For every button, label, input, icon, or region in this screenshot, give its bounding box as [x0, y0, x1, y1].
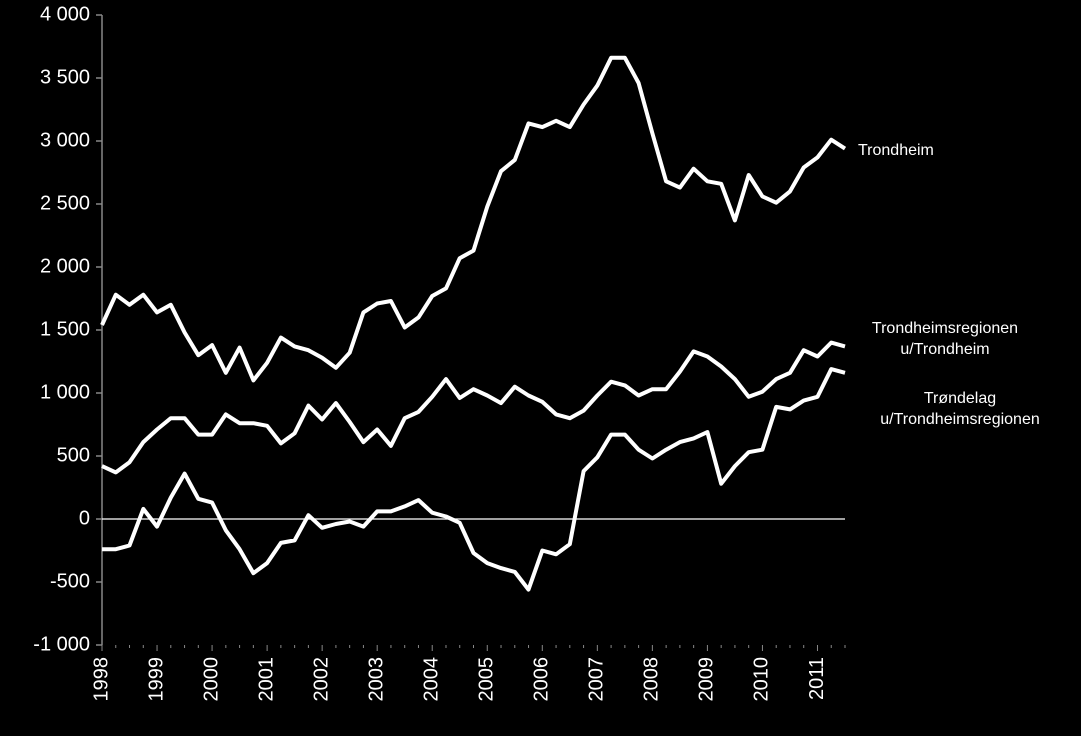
series-line	[102, 367, 846, 592]
x-tick-label: 1999	[145, 657, 167, 702]
series-line	[100, 55, 847, 383]
x-tick-label: 2004	[421, 657, 443, 702]
x-tick-label: 2000	[200, 657, 222, 702]
x-tick-label: 2002	[310, 657, 332, 702]
x-tick-label: 2011	[806, 657, 828, 700]
series-label: Trøndelag u/Trondheimsregionen	[880, 390, 1040, 428]
y-tick-label: 1 500	[40, 318, 90, 340]
y-tick-label: 3 500	[40, 66, 90, 88]
x-tick-label: 1998	[90, 657, 112, 702]
y-tick-label: 4 000	[40, 3, 90, 25]
x-tick-label: 2008	[641, 657, 663, 702]
x-tick-label: 2003	[365, 657, 387, 702]
series-label: Trondheim	[858, 142, 934, 159]
y-tick-label: 500	[57, 444, 90, 466]
x-tick-label: 2007	[586, 657, 608, 702]
y-tick-label: 1 000	[40, 381, 90, 403]
y-tick-label: 2 500	[40, 192, 90, 214]
series-line	[101, 340, 846, 475]
x-tick-label: 2006	[531, 657, 553, 702]
x-tick-label: 2009	[696, 657, 718, 702]
y-tick-label: -500	[50, 570, 90, 592]
y-tick-label: 0	[79, 507, 90, 529]
y-tick-label: 3 000	[40, 129, 90, 151]
x-tick-label: 2001	[255, 657, 277, 702]
series-label: Trondheimsregionen u/Trondheim	[871, 320, 1019, 358]
x-tick-label: 2005	[476, 657, 498, 702]
y-tick-label: -1 000	[33, 633, 90, 655]
x-tick-label: 2010	[751, 657, 773, 702]
y-tick-label: 2 000	[40, 255, 90, 277]
